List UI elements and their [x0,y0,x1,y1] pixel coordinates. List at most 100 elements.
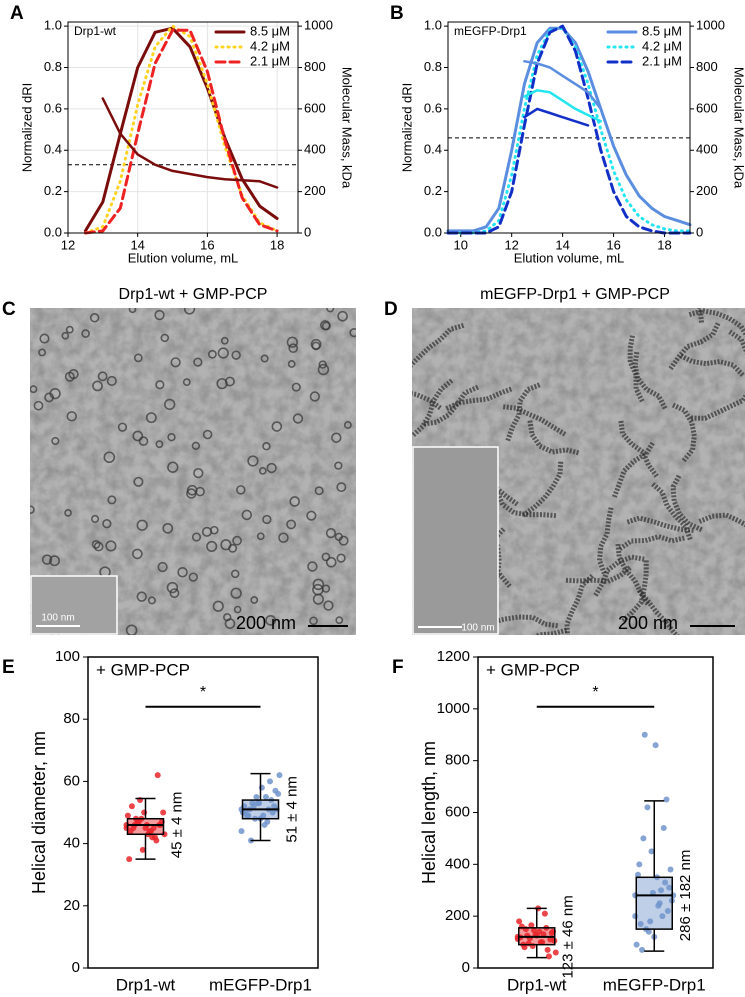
significance-label: * [200,684,206,701]
y-tick-label: 0.0 [424,224,442,239]
particle [191,532,202,542]
particle [39,333,50,344]
y-tick-label: 100 [55,648,80,665]
significance-label: * [592,684,598,701]
particle [320,320,331,331]
data-point [636,861,643,868]
filament [620,560,649,624]
y2-tick-label: 1000 [696,18,725,33]
value-label: 286 ± 182 nm [677,850,694,942]
particle [117,422,128,432]
legend-label: 2.1 μM [250,53,290,68]
dri-line [83,24,279,235]
particle [311,341,321,351]
data-point [126,856,133,863]
particle [167,461,179,473]
particle [321,584,331,593]
annotation: + GMP-PCP [486,660,580,679]
particle [155,440,164,449]
particle [230,569,240,579]
particle [262,514,272,525]
particle [337,310,348,322]
x-tick-label: 12 [61,237,75,252]
y-tick-label: 1200 [437,648,470,665]
x-tick-label: 18 [657,237,671,252]
data-point [152,834,158,841]
x-tick-label: 16 [200,237,214,252]
mass-line [101,97,279,189]
data-point [544,946,551,953]
particle [325,556,337,568]
dri-line [83,28,279,235]
particle [51,436,60,446]
x-tick-label: 16 [606,237,620,252]
filament [454,480,519,507]
particle [166,581,179,594]
particle [343,421,352,429]
scale-label: 200 nm [618,613,678,633]
y-axis-label: Helical diameter, nm [29,731,49,894]
particle [331,432,342,443]
y2-axis-label: Molecular Mass, kDa [340,67,355,189]
y-tick-label: 600 [445,803,470,820]
data-point [269,809,276,816]
data-point [130,825,137,832]
particle [169,588,180,599]
y-tick-label: 0.6 [424,100,442,115]
particle [325,528,337,539]
y-tick-label: 0.8 [424,59,442,74]
y2-tick-label: 600 [304,100,326,115]
particle [33,400,44,411]
inset-scale-label: 100 nm [461,623,494,634]
particle [102,519,112,529]
y2-tick-label: 0 [304,224,311,239]
panel-letter: C [2,299,16,320]
x-tick-label: 14 [130,237,144,252]
data-point [160,809,167,816]
plot-frame [447,21,691,234]
particle [132,548,143,560]
particle [170,357,181,368]
particle [289,496,300,507]
particle [265,614,276,626]
particle [164,398,176,411]
particle [207,349,217,359]
filament [618,419,659,478]
particle [136,591,147,602]
particle [81,329,90,338]
filament [445,386,514,411]
data-point [128,803,135,810]
filament [627,333,645,403]
particle [262,442,271,451]
particle [61,331,70,340]
value-label: 51 ± 4 nm [283,776,300,843]
particle [30,505,35,514]
data-point [261,821,268,828]
y-axis-label: Normalized dRI [19,83,34,173]
particle [217,347,229,359]
filament [565,564,633,585]
y-tick-label: 0.2 [424,183,442,198]
particle [128,308,137,314]
filament [490,614,560,629]
data-point [147,828,154,835]
x-tick-label: 12 [504,237,518,252]
particle [191,441,201,450]
data-point [663,796,670,803]
data-point [639,946,646,953]
y-tick-label: 0 [462,959,470,976]
charts: 12 14 16 180.00.20.40.60.81.002004006008001… [2,3,745,994]
inset [30,575,118,635]
x-tick-label: 18 [270,237,284,252]
x-tick-label: Drp1-wt [507,975,567,994]
data-point [541,910,548,917]
data-point [516,918,523,925]
box [126,817,165,836]
legend-label: 4.2 μM [642,38,682,53]
panel-letter: E [2,657,15,678]
particle [317,363,330,376]
plot-title: Drp1-wt [74,24,117,38]
particle [338,535,349,546]
data-point [647,918,654,925]
